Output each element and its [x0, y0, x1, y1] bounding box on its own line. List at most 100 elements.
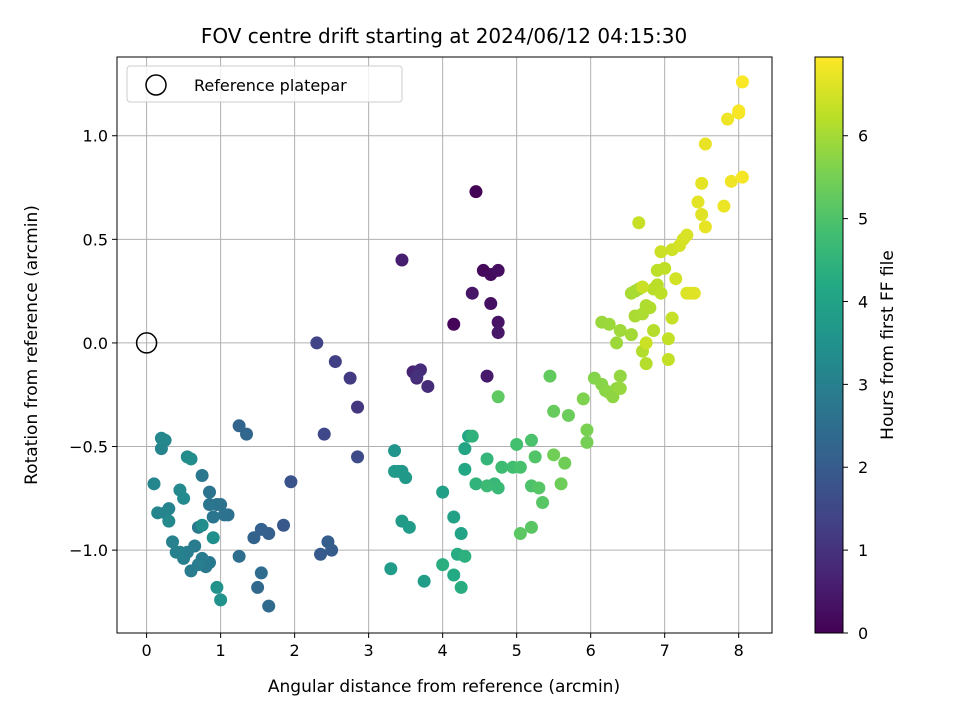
data-point — [480, 369, 494, 383]
data-point — [658, 261, 672, 275]
data-point — [513, 527, 527, 541]
data-point — [217, 508, 231, 522]
grid-lines — [117, 57, 772, 633]
data-point — [554, 477, 568, 491]
data-point — [547, 404, 561, 418]
data-point — [643, 301, 657, 315]
y-axis-label: Rotation from reference (arcmin) — [22, 205, 42, 485]
data-point — [735, 75, 749, 89]
data-point — [310, 336, 324, 350]
data-point — [669, 272, 683, 286]
data-point — [647, 323, 661, 337]
data-point — [458, 549, 472, 563]
data-point — [576, 392, 590, 406]
reference-point-marker — [135, 332, 158, 354]
data-point — [251, 580, 265, 594]
data-point — [388, 444, 402, 458]
data-point — [469, 477, 483, 491]
data-point — [510, 437, 524, 451]
y-tick-label: 1.0 — [83, 127, 108, 146]
data-point — [661, 353, 675, 367]
data-point — [698, 220, 712, 234]
data-point — [580, 423, 594, 437]
data-point — [166, 535, 180, 549]
data-point — [639, 357, 653, 371]
data-point — [480, 452, 494, 466]
data-point — [388, 464, 402, 478]
data-point — [524, 433, 538, 447]
colorbar-tick-label: 2 — [858, 458, 868, 477]
data-point — [321, 535, 335, 549]
colorbar: 0 1 2 3 4 5 6 Hours from first FF file — [814, 56, 898, 643]
y-tick-label: 0.0 — [83, 334, 108, 353]
data-point — [314, 547, 328, 561]
data-point — [469, 185, 483, 199]
y-tick-label: −0.5 — [69, 438, 108, 457]
data-point — [632, 216, 646, 230]
data-point — [536, 495, 550, 509]
data-point — [491, 326, 505, 340]
plot-frame — [116, 56, 773, 634]
data-point — [184, 452, 198, 466]
data-point — [436, 485, 450, 499]
data-point — [724, 174, 738, 188]
data-point — [191, 558, 205, 572]
data-point — [162, 514, 176, 528]
data-point — [695, 176, 709, 190]
data-point — [484, 297, 498, 311]
data-points — [147, 75, 749, 613]
data-point — [169, 545, 183, 559]
x-tick-label: 4 — [438, 641, 448, 660]
data-point — [624, 328, 638, 342]
chart-title: FOV centre drift starting at 2024/06/12 … — [201, 24, 687, 48]
data-point — [717, 199, 731, 213]
x-tick-label: 5 — [512, 641, 522, 660]
x-tick-label: 8 — [734, 641, 744, 660]
data-point — [147, 477, 161, 491]
data-point — [491, 315, 505, 329]
data-point — [277, 518, 291, 532]
data-point — [691, 195, 705, 209]
data-point — [395, 253, 409, 267]
colorbar-tick-label: 6 — [858, 127, 868, 146]
x-axis-ticks: 0 1 2 3 4 5 6 7 8 — [142, 633, 744, 660]
data-point — [613, 382, 627, 396]
data-point — [328, 355, 342, 369]
data-point — [417, 574, 431, 588]
data-point — [254, 522, 268, 536]
x-tick-label: 6 — [586, 641, 596, 660]
x-tick-label: 3 — [364, 641, 374, 660]
colorbar-label: Hours from first FF file — [878, 250, 898, 440]
data-point — [447, 510, 461, 524]
data-point — [240, 427, 254, 441]
data-point — [454, 580, 468, 594]
colorbar-gradient — [814, 56, 844, 634]
data-point — [661, 332, 675, 346]
data-point — [195, 518, 209, 532]
colorbar-tick-label: 5 — [858, 210, 868, 229]
data-point — [561, 408, 575, 422]
data-point — [680, 228, 694, 242]
data-point — [317, 427, 331, 441]
colorbar-tick-label: 3 — [858, 375, 868, 394]
data-point — [480, 479, 494, 493]
data-point — [524, 520, 538, 534]
data-point — [458, 442, 472, 456]
data-point — [491, 263, 505, 277]
x-tick-label: 7 — [660, 641, 670, 660]
data-point — [665, 311, 679, 325]
data-point — [698, 137, 712, 151]
data-point — [547, 448, 561, 462]
data-point — [262, 599, 276, 613]
data-point — [384, 562, 398, 576]
data-point — [624, 286, 638, 300]
data-point — [558, 456, 572, 470]
colorbar-ticks: 0 1 2 3 4 5 6 — [843, 127, 868, 643]
data-point — [580, 435, 594, 449]
data-point — [254, 566, 268, 580]
data-point — [436, 558, 450, 572]
data-point — [151, 506, 165, 520]
data-point — [421, 379, 435, 393]
data-point — [613, 369, 627, 383]
